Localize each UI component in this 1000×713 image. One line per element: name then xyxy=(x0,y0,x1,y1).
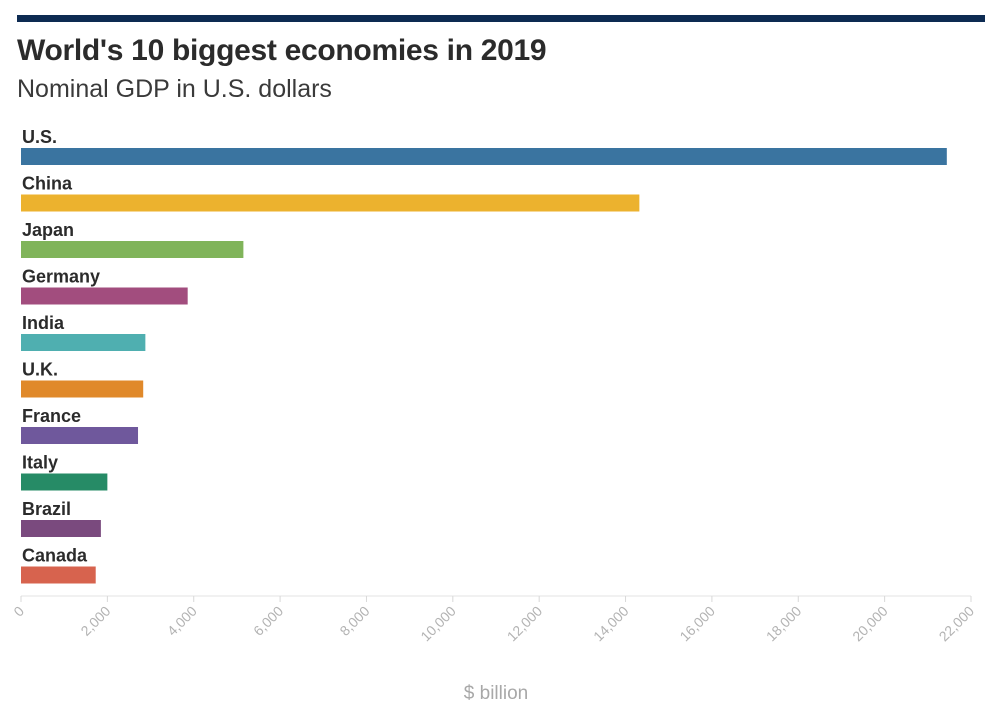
bar xyxy=(21,241,244,258)
category-label: France xyxy=(22,406,81,426)
bar xyxy=(21,473,108,491)
category-label: Germany xyxy=(22,267,100,287)
category-label: China xyxy=(22,174,73,194)
x-tick-label: 4,000 xyxy=(164,603,200,639)
bar xyxy=(21,520,101,537)
category-label: Italy xyxy=(22,453,58,473)
bar xyxy=(21,194,640,212)
category-label: U.S. xyxy=(22,127,57,147)
bar xyxy=(21,334,146,351)
x-tick-label: 10,000 xyxy=(417,603,459,645)
x-tick-label: 0 xyxy=(10,603,27,620)
category-label: Japan xyxy=(22,220,74,240)
chart-title: World's 10 biggest economies in 2019 xyxy=(17,34,547,67)
x-tick-label: 12,000 xyxy=(504,603,546,645)
x-tick-label: 20,000 xyxy=(849,603,891,645)
category-label: U.K. xyxy=(22,360,58,380)
bar xyxy=(21,427,139,444)
x-tick-label: 2,000 xyxy=(77,603,113,639)
category-label: Brazil xyxy=(22,499,71,519)
bar xyxy=(21,148,947,165)
x-tick-label: 18,000 xyxy=(763,603,805,645)
category-label: Canada xyxy=(22,546,88,566)
bar xyxy=(21,380,144,398)
header-rule xyxy=(17,15,985,22)
x-tick-label: 16,000 xyxy=(676,603,718,645)
x-tick-label: 22,000 xyxy=(936,603,978,645)
x-tick-label: 8,000 xyxy=(336,603,372,639)
bar xyxy=(21,566,96,584)
category-label: India xyxy=(22,313,65,333)
x-tick-label: 14,000 xyxy=(590,603,632,645)
chart-subtitle: Nominal GDP in U.S. dollars xyxy=(17,75,332,103)
x-axis-title: $ billion xyxy=(464,683,528,704)
bar xyxy=(21,287,188,305)
x-tick-label: 6,000 xyxy=(250,603,286,639)
